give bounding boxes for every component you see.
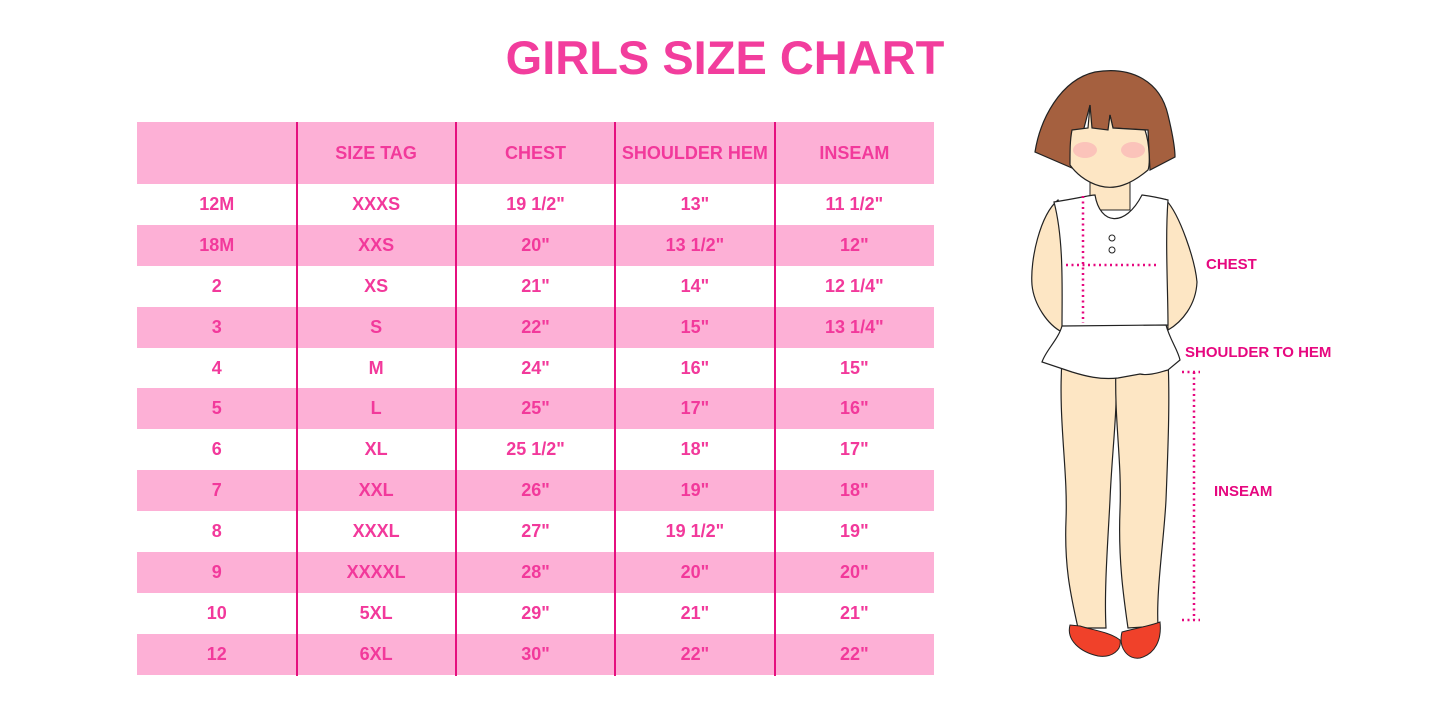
- shoulder-hem-cell: 13": [680, 193, 710, 214]
- table-row: 8 XXXL 27" 19 1/2" 19": [137, 511, 934, 553]
- right-arm: [1163, 198, 1198, 332]
- left-shoe: [1068, 624, 1121, 657]
- size-tag-cell: XXXXL: [346, 561, 406, 582]
- table-header-row: SIZE TAG CHEST SHOULDER HEM INSEAM: [137, 122, 934, 184]
- size-cell: 12M: [199, 193, 235, 214]
- size-tag-cell: L: [370, 398, 382, 419]
- chest-cell: 24": [521, 357, 550, 378]
- size-cell: 3: [211, 316, 222, 337]
- size-tag-cell: S: [370, 316, 383, 337]
- inseam-cell: 20": [840, 561, 869, 582]
- size-cell: 8: [211, 521, 222, 542]
- shoulder-to-hem-label: SHOULDER TO HEM: [1185, 344, 1332, 361]
- column-divider: [614, 122, 616, 676]
- size-tag-cell: XXL: [358, 480, 394, 501]
- table-row: 7 XXL 26" 19" 18": [137, 470, 934, 512]
- table-row: 5 L 25" 17" 16": [137, 388, 934, 430]
- column-divider: [455, 122, 457, 676]
- chest-cell: 22": [521, 316, 550, 337]
- column-divider: [296, 122, 298, 676]
- chest-cell: 26": [521, 480, 550, 501]
- inseam-cell: 22": [840, 643, 869, 664]
- shoulder-hem-cell: 15": [680, 316, 710, 337]
- left-leg: [1060, 359, 1117, 629]
- header-size-tag: SIZE TAG: [335, 142, 417, 163]
- shoulder-hem-cell: 21": [680, 602, 710, 623]
- size-cell: 9: [211, 561, 222, 582]
- size-tag-cell: 5XL: [359, 602, 393, 623]
- chest-cell: 28": [521, 561, 550, 582]
- size-cell: 18M: [199, 234, 235, 255]
- size-tag-cell: XXXL: [352, 521, 400, 542]
- table-row: 3 S 22" 15" 13 1/4": [137, 306, 934, 348]
- inseam-cell: 12": [840, 234, 869, 255]
- chest-cell: 19 1/2": [506, 193, 565, 214]
- shoulder-hem-cell: 19": [680, 480, 710, 501]
- table-row: 12M XXXS 19 1/2" 13" 11 1/2": [137, 184, 934, 225]
- chest-cell: 27": [521, 521, 550, 542]
- inseam-cell: 15": [840, 357, 869, 378]
- ruffle-shorts: [1041, 324, 1181, 380]
- inseam-cell: 19": [840, 521, 869, 542]
- shoulder-hem-cell: 19 1/2": [665, 521, 725, 542]
- left-arm: [1031, 199, 1067, 333]
- inseam-cell: 16": [840, 398, 869, 419]
- table-row: 4 M 24" 16" 15": [137, 347, 934, 389]
- table-row: 9 XXXXL 28" 20" 20": [137, 552, 934, 593]
- size-cell: 4: [211, 357, 222, 378]
- shoulder-hem-cell: 13 1/2": [665, 234, 725, 255]
- inseam-cell: 13 1/4": [825, 316, 884, 337]
- size-cell: 7: [211, 480, 222, 501]
- shoulder-hem-cell: 20": [680, 561, 710, 582]
- size-cell: 12: [206, 643, 227, 664]
- inseam-cell: 12 1/4": [825, 275, 884, 296]
- shoulder-hem-cell: 17": [680, 398, 710, 419]
- right-shoe: [1120, 621, 1161, 659]
- size-tag-cell: XS: [364, 275, 389, 296]
- size-chart-table: SIZE TAG CHEST SHOULDER HEM INSEAM 12M XX…: [137, 122, 934, 676]
- shoulder-hem-cell: 14": [680, 275, 710, 296]
- size-cell: 5: [211, 398, 222, 419]
- size-tag-cell: 6XL: [359, 643, 393, 664]
- inseam-cell: 17": [840, 439, 869, 460]
- size-tag-cell: M: [368, 357, 384, 378]
- shirt: [1053, 194, 1169, 328]
- size-tag-cell: XXS: [358, 234, 395, 255]
- size-tag-cell: XXXS: [352, 193, 401, 214]
- column-divider: [774, 122, 776, 676]
- size-cell: 10: [206, 602, 227, 623]
- shoulder-hem-cell: 22": [680, 643, 710, 664]
- header-chest: CHEST: [505, 142, 567, 163]
- chest-cell: 25": [521, 398, 550, 419]
- size-cell: 6: [211, 439, 222, 460]
- header-inseam: INSEAM: [819, 142, 890, 163]
- chest-cell: 21": [521, 275, 550, 296]
- page-title: GIRLS SIZE CHART: [505, 31, 945, 84]
- chest-label: CHEST: [1206, 256, 1257, 273]
- chest-cell: 30": [521, 643, 550, 664]
- size-cell: 2: [211, 275, 222, 296]
- chest-cell: 29": [521, 602, 550, 623]
- table-row: 12 6XL 30" 22" 22": [137, 633, 934, 675]
- inseam-cell: 18": [840, 480, 869, 501]
- size-tag-cell: XL: [364, 439, 388, 460]
- chest-cell: 20": [521, 234, 550, 255]
- header-shoulder-hem: SHOULDER HEM: [621, 142, 768, 163]
- inseam-cell: 21": [840, 602, 869, 623]
- shoulder-hem-cell: 16": [680, 357, 710, 378]
- table-row: 10 5XL 29" 21" 21": [137, 592, 934, 634]
- right-leg: [1115, 359, 1170, 629]
- chest-cell: 25 1/2": [506, 439, 565, 460]
- table-row: 2 XS 21" 14" 12 1/4": [137, 265, 934, 307]
- inseam-cell: 11 1/2": [825, 193, 884, 214]
- table-row: 18M XXS 20" 13 1/2" 12": [137, 224, 934, 266]
- table-row: 6 XL 25 1/2" 18" 17": [137, 429, 934, 471]
- shoulder-hem-cell: 18": [680, 439, 710, 460]
- face: [1069, 104, 1150, 188]
- inseam-label: INSEAM: [1214, 483, 1273, 500]
